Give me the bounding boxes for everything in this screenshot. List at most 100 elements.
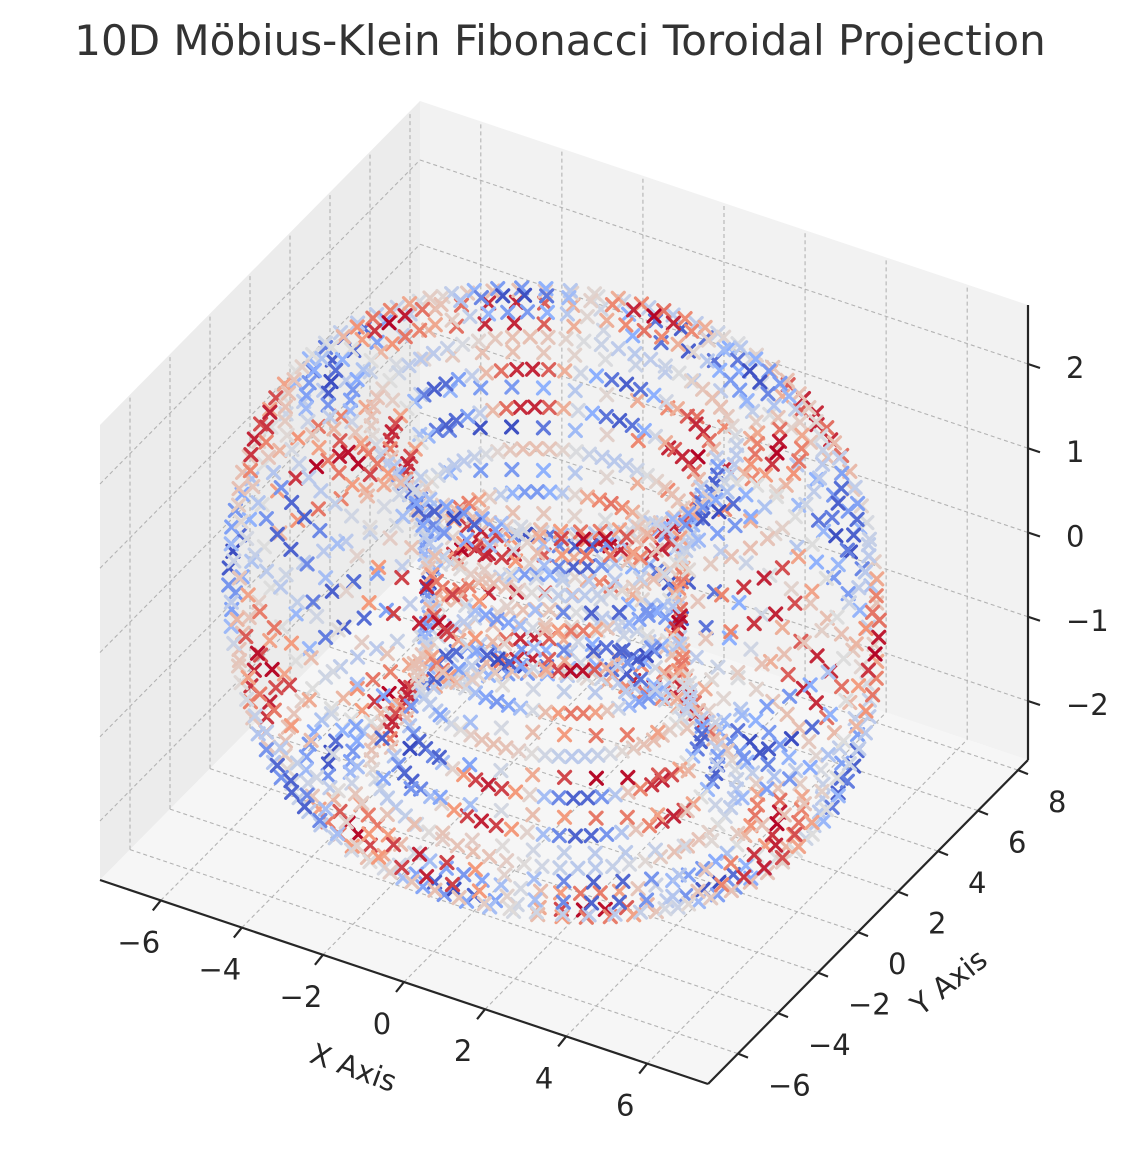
scatter-point xyxy=(536,316,552,332)
scatter-point xyxy=(246,431,262,447)
scatter-point xyxy=(793,440,810,456)
scatter-point xyxy=(310,501,326,517)
grid-line xyxy=(209,768,819,974)
y-tick-mark xyxy=(1017,769,1029,776)
scatter-point xyxy=(478,607,494,623)
scatter-point xyxy=(614,824,630,840)
scatter-point xyxy=(439,340,456,357)
scatter-point xyxy=(731,594,747,611)
scatter-point xyxy=(669,401,685,417)
scatter-point xyxy=(570,634,586,650)
scatter-point xyxy=(730,723,746,739)
scatter-point xyxy=(456,614,472,630)
scatter-point xyxy=(869,571,885,587)
scatter-point xyxy=(756,570,772,586)
scatter-point xyxy=(486,736,502,752)
scatter-point xyxy=(330,783,346,799)
scatter-point xyxy=(804,583,820,599)
scatter-point xyxy=(522,329,538,345)
scatter-point xyxy=(680,896,697,912)
scatter-point xyxy=(427,503,443,519)
scatter-point xyxy=(277,747,293,763)
scatter-point xyxy=(331,465,347,481)
scatter-point xyxy=(742,540,758,556)
z-tick-mark xyxy=(1027,531,1041,538)
scatter-point xyxy=(446,802,462,818)
scatter-point xyxy=(314,712,330,728)
scatter-point xyxy=(224,519,240,535)
scatter-point xyxy=(325,664,341,680)
scatter-point xyxy=(401,358,417,374)
scatter-point xyxy=(642,351,659,368)
scatter-point xyxy=(680,562,697,578)
scatter-point xyxy=(643,640,660,656)
scatter-point xyxy=(536,789,552,805)
scatter-point xyxy=(748,712,764,729)
scatter-point xyxy=(273,740,289,756)
scatter-point xyxy=(247,708,263,724)
scatter-point xyxy=(598,408,614,425)
scatter-point xyxy=(579,309,595,325)
scatter-point xyxy=(240,587,256,603)
scatter-point xyxy=(814,783,830,800)
scatter-point xyxy=(541,441,558,457)
scatter-point xyxy=(525,361,541,377)
scatter-point xyxy=(381,315,397,331)
scatter-point xyxy=(226,553,242,569)
scatter-point xyxy=(551,828,567,844)
scatter-point xyxy=(462,797,478,813)
scatter-point xyxy=(846,527,862,543)
scatter-point xyxy=(562,663,579,679)
scatter-point xyxy=(734,707,750,723)
scatter-point xyxy=(704,832,720,849)
x-tick-label: −2 xyxy=(280,980,323,1014)
scatter-point xyxy=(239,691,255,707)
scatter-point xyxy=(365,672,381,688)
scatter-point xyxy=(472,420,488,436)
scatter-point xyxy=(528,904,544,920)
scatter-point xyxy=(736,579,752,595)
scatter-point xyxy=(703,890,719,906)
scatter-point xyxy=(735,750,752,766)
scatter-point xyxy=(504,379,520,395)
scatter-point xyxy=(839,542,855,558)
scatter-point xyxy=(379,645,395,662)
scatter-point xyxy=(759,698,775,715)
scatter-point xyxy=(353,435,369,451)
scatter-point xyxy=(633,381,649,398)
scatter-point xyxy=(867,646,883,662)
scatter-point xyxy=(376,477,392,493)
scatter-point xyxy=(289,755,306,771)
scatter-point xyxy=(415,879,431,895)
scatter-point xyxy=(814,622,830,639)
scatter-point xyxy=(439,854,455,871)
scatter-point xyxy=(563,705,579,722)
scatter-point xyxy=(710,659,726,675)
scatter-point xyxy=(594,610,610,626)
y-tick-mark xyxy=(777,1012,789,1019)
scatter-point xyxy=(306,724,322,740)
scatter-point xyxy=(402,718,418,734)
scatter-point xyxy=(322,780,338,796)
scatter-point xyxy=(677,310,693,327)
x-tick-mark xyxy=(314,954,324,966)
scatter-point xyxy=(458,532,475,548)
scatter-point xyxy=(313,817,329,833)
scatter-point xyxy=(583,293,599,309)
scatter-point xyxy=(607,906,623,922)
scatter-point xyxy=(679,720,695,736)
x-tick-mark xyxy=(233,926,243,939)
scatter-point xyxy=(348,718,364,735)
scatter-point xyxy=(550,748,567,764)
scatter-point xyxy=(861,548,877,564)
scatter-point xyxy=(386,748,402,764)
scatter-point xyxy=(790,548,807,565)
scatter-point xyxy=(556,873,572,889)
scatter-point xyxy=(723,548,740,565)
scatter-point xyxy=(587,860,604,876)
scatter-point xyxy=(499,853,515,869)
scatter-point xyxy=(273,579,289,595)
y-axis-line xyxy=(707,759,1029,1085)
scatter-point xyxy=(792,776,808,792)
scatter-point xyxy=(697,681,713,697)
